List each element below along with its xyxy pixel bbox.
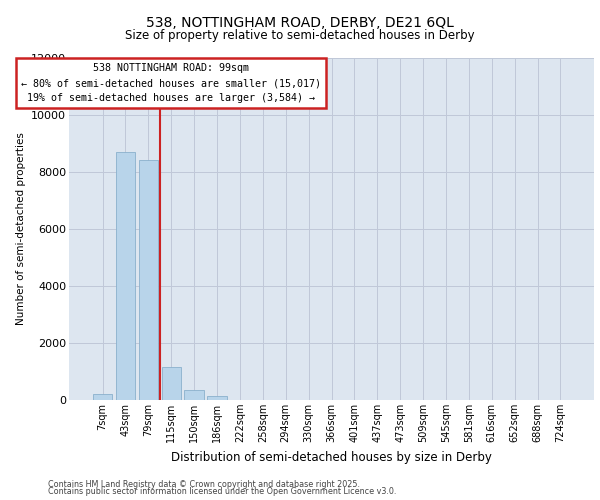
Text: Contains HM Land Registry data © Crown copyright and database right 2025.: Contains HM Land Registry data © Crown c… [48,480,360,489]
Bar [161,367,181,400]
Text: 538 NOTTINGHAM ROAD: 99sqm
← 80% of semi-detached houses are smaller (15,017)
19: 538 NOTTINGHAM ROAD: 99sqm ← 80% of semi… [21,63,321,103]
Text: Size of property relative to semi-detached houses in Derby: Size of property relative to semi-detach… [125,29,475,42]
Bar [116,152,135,400]
Text: Contains public sector information licensed under the Open Government Licence v3: Contains public sector information licen… [48,487,397,496]
Bar [93,394,112,400]
Bar [184,390,204,400]
X-axis label: Distribution of semi-detached houses by size in Derby: Distribution of semi-detached houses by … [171,450,492,464]
Y-axis label: Number of semi-detached properties: Number of semi-detached properties [16,132,26,325]
Bar [139,160,158,400]
Bar [208,396,227,400]
Text: 538, NOTTINGHAM ROAD, DERBY, DE21 6QL: 538, NOTTINGHAM ROAD, DERBY, DE21 6QL [146,16,454,30]
